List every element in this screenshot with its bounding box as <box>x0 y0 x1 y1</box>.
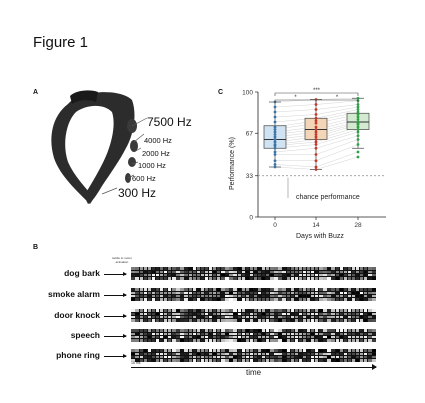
data-point <box>357 116 360 119</box>
data-point <box>357 138 360 141</box>
data-point <box>274 126 277 129</box>
time-axis-arrow-icon <box>372 364 377 370</box>
data-point <box>315 141 318 144</box>
freq-label-300: 300 Hz <box>118 186 156 200</box>
data-point <box>357 151 360 154</box>
data-point <box>315 153 318 156</box>
data-point <box>357 113 360 116</box>
sound-label-door-knock: door knock <box>54 310 100 320</box>
data-point <box>315 117 318 120</box>
data-point <box>274 116 277 119</box>
data-point <box>357 156 360 159</box>
tactile-header-note: tactile to motor activation <box>108 257 136 264</box>
spectrogram-strip <box>131 309 376 322</box>
freq-label-7500: 7500 Hz <box>147 115 192 129</box>
arrow-icon <box>104 336 126 337</box>
data-point <box>315 113 318 116</box>
data-point <box>274 133 277 136</box>
data-point <box>274 141 277 144</box>
freq-label-4000: 4000 Hz <box>144 136 172 145</box>
data-point <box>357 131 360 134</box>
data-point <box>274 136 277 139</box>
data-point <box>357 126 360 129</box>
sound-label-phone-ring: phone ring <box>56 350 100 360</box>
data-point <box>274 138 277 141</box>
x-tick-label: 14 <box>312 222 320 229</box>
spectrogram-strip <box>131 349 376 362</box>
panel-b-label: B <box>33 244 38 251</box>
arrow-icon <box>104 316 126 317</box>
y-tick-label: 67 <box>246 131 254 138</box>
scale-bar-label: 16 ms <box>131 361 141 365</box>
data-point <box>274 106 277 109</box>
arrow-icon <box>104 274 126 275</box>
arrow-icon <box>104 295 126 296</box>
freq-label-1000: 1000 Hz <box>138 161 166 170</box>
data-point <box>315 133 318 136</box>
y-axis-label: Performance (%) <box>229 137 236 190</box>
x-tick-label: 28 <box>354 222 362 229</box>
arrow-icon <box>104 356 126 357</box>
y-tick-label: 100 <box>242 89 253 96</box>
data-point <box>274 163 277 166</box>
data-point <box>274 159 277 162</box>
data-point <box>357 108 360 111</box>
data-point <box>315 159 318 162</box>
data-point <box>315 122 318 125</box>
data-point <box>357 118 360 121</box>
data-point <box>315 131 318 134</box>
sound-label-smoke-alarm: smoke alarm <box>48 289 100 299</box>
data-point <box>315 108 318 111</box>
data-point <box>274 166 277 169</box>
data-point <box>357 106 360 109</box>
sound-label-dog-bark: dog bark <box>64 268 100 278</box>
data-point <box>274 111 277 114</box>
x-tick-label: 0 <box>273 222 277 229</box>
freq-label-600: 600 Hz <box>132 174 156 183</box>
data-point <box>315 128 318 131</box>
data-point <box>274 128 277 131</box>
data-point <box>274 144 277 147</box>
data-point <box>274 121 277 124</box>
figure-title: Figure 1 <box>33 34 88 51</box>
data-point <box>315 126 318 129</box>
data-point <box>315 168 318 171</box>
spectrogram-strip <box>131 267 376 280</box>
significance-stars: *** <box>313 88 321 94</box>
freq-label-2000: 2000 Hz <box>142 149 170 158</box>
buzz-device-illustration: 7500 Hz 4000 Hz 2000 Hz 1000 Hz 600 Hz 3… <box>40 86 220 221</box>
y-tick-label: 33 <box>246 173 254 180</box>
data-point <box>315 119 318 122</box>
data-point <box>315 103 318 106</box>
data-point <box>315 147 318 150</box>
data-point <box>274 131 277 134</box>
data-point <box>315 143 318 146</box>
data-point <box>357 128 360 131</box>
data-point <box>357 111 360 114</box>
data-point <box>315 138 318 141</box>
data-point <box>274 147 277 150</box>
data-point <box>357 97 360 100</box>
data-point <box>357 143 360 146</box>
chance-performance-label: chance performance <box>296 194 360 201</box>
spectrogram-strip <box>131 288 376 301</box>
y-tick-label: 0 <box>249 214 253 221</box>
data-point <box>357 134 360 137</box>
x-axis-label: Days with Buzz <box>296 233 344 240</box>
time-label: time <box>246 368 261 377</box>
data-point <box>274 153 277 156</box>
data-point <box>315 166 318 169</box>
data-point <box>274 151 277 154</box>
data-point <box>357 103 360 106</box>
data-point <box>357 123 360 126</box>
sound-label-speech: speech <box>71 330 100 340</box>
spectrogram-strip <box>131 329 376 342</box>
data-point <box>315 136 318 139</box>
panel-a-label: A <box>33 89 38 96</box>
